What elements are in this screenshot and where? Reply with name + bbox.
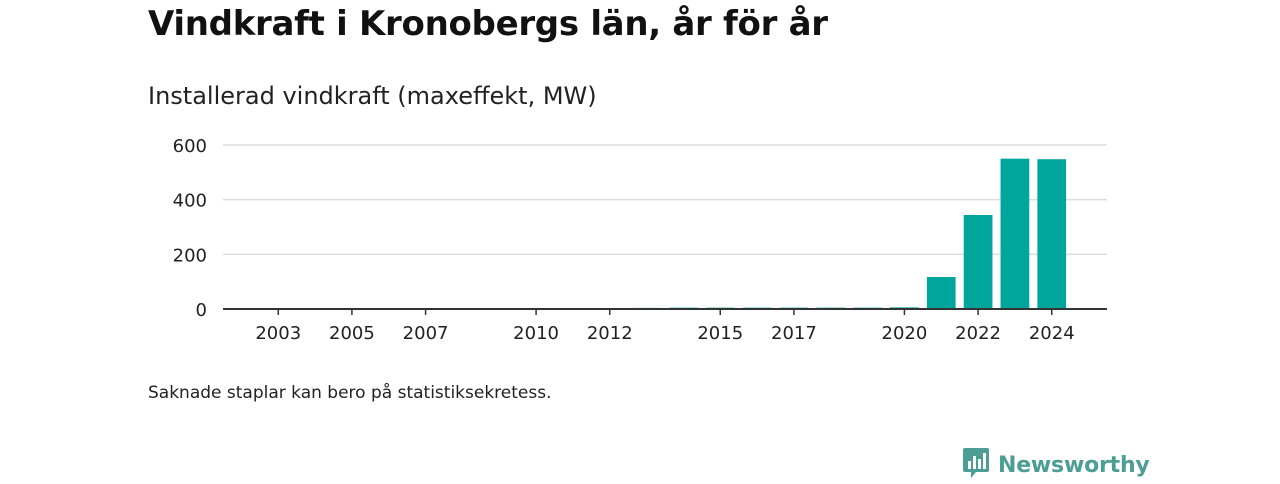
footnote: Saknade staplar kan bero på statistiksek… [148,383,552,403]
x-tick-label: 2007 [403,323,449,344]
x-tick-label: 2017 [771,323,817,344]
gridlines [223,144,1107,256]
x-tick-label: 2012 [587,323,633,344]
x-tick-label: 2022 [955,323,1001,344]
axes: 0 200 400 600 2003 2005 2007 2010 2012 2015 2017 20… [173,136,1107,344]
x-tick-label: 2020 [882,323,928,344]
x-tick-label: 2015 [697,323,743,344]
y-tick-label: 400 [173,191,207,212]
newsworthy-logo: Newsworthy [962,447,1150,484]
x-tick-label: 2024 [1029,323,1075,344]
newsworthy-logo-text: Newsworthy [998,453,1150,478]
chart-subtitle: Installerad vindkraft (maxeffekt, MW) [148,82,597,110]
x-tick-label: 2005 [329,323,375,344]
chart-title: Vindkraft i Kronobergs län, år för år [148,4,828,44]
y-tick-label: 600 [173,136,207,157]
y-tick-label: 200 [173,245,207,266]
bar [1000,158,1030,309]
bar [963,214,993,309]
bars [595,158,1067,309]
x-tick-label: 2003 [255,323,301,344]
bar [1037,159,1067,309]
newsworthy-logo-icon [962,447,990,484]
y-tick-label: 0 [196,300,207,321]
bar [926,277,956,309]
x-tick-label: 2010 [513,323,559,344]
